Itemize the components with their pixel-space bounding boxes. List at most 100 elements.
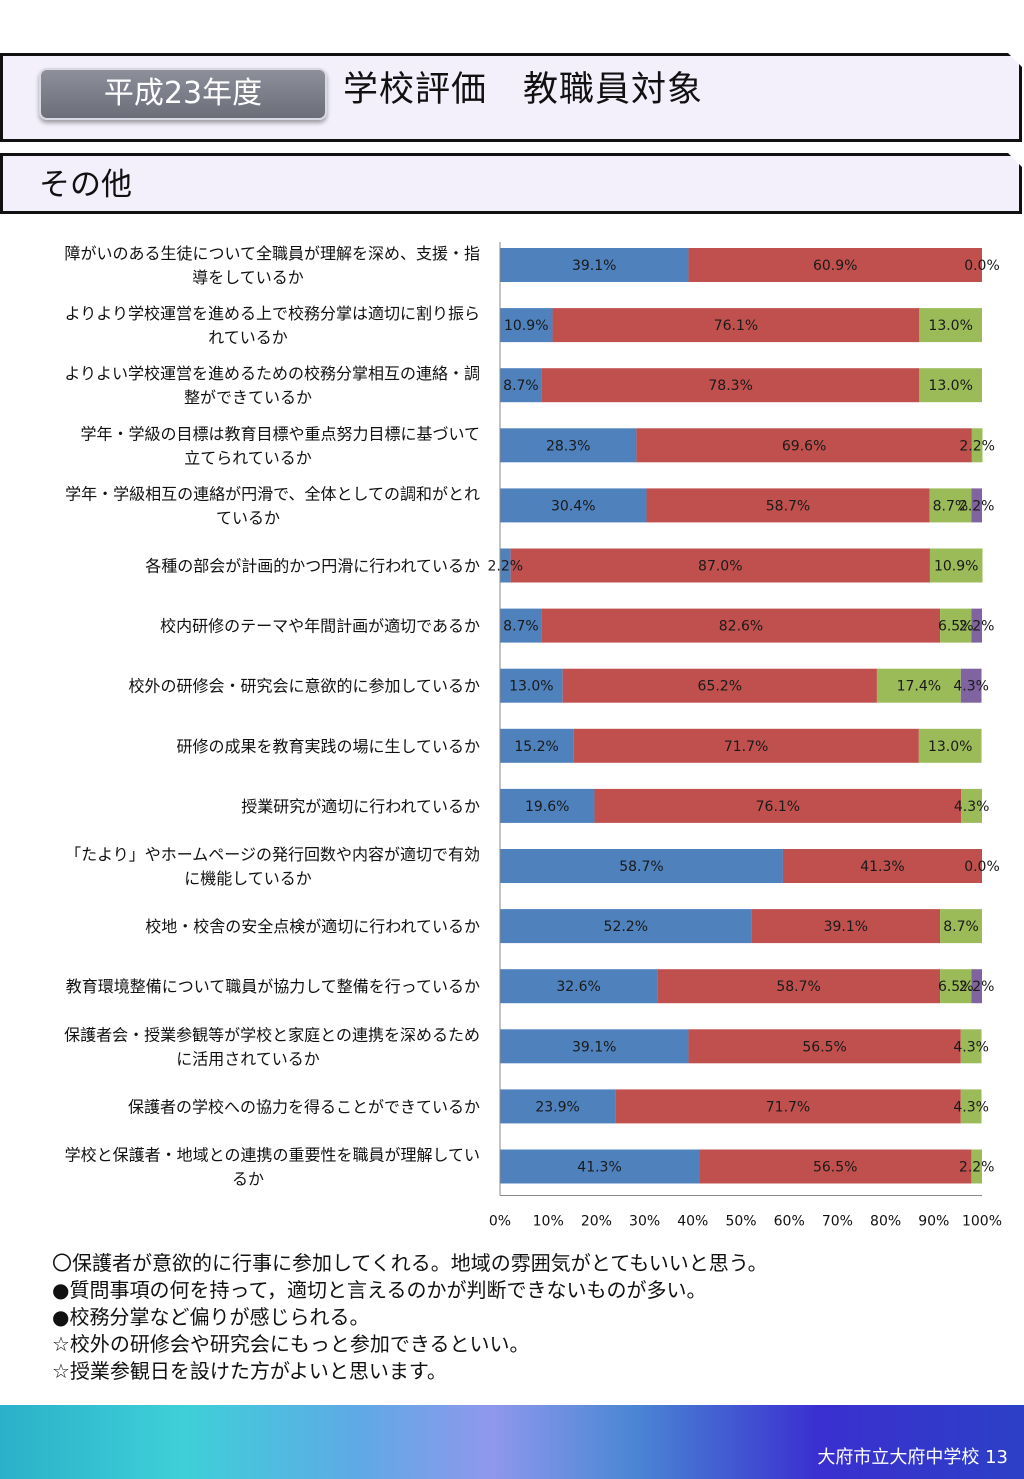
data-label: 13.0% bbox=[509, 679, 553, 695]
category-label: ているか bbox=[216, 508, 280, 527]
category-label: 授業研究が適切に行われているか bbox=[241, 797, 480, 816]
data-label: 10.9% bbox=[504, 318, 548, 334]
data-label: 58.7% bbox=[776, 979, 820, 995]
bar-segment bbox=[594, 788, 962, 823]
data-label: 41.3% bbox=[577, 1160, 621, 1176]
data-label: 10.9% bbox=[934, 559, 978, 575]
data-label: 76.1% bbox=[714, 318, 758, 334]
bar-segment bbox=[500, 909, 752, 944]
category-label: れているか bbox=[208, 328, 288, 347]
bar-segment bbox=[562, 668, 877, 703]
bar-segment bbox=[940, 909, 982, 944]
bar-segment bbox=[751, 909, 941, 944]
bar-segment bbox=[552, 308, 920, 343]
x-tick-label: 30% bbox=[629, 1214, 660, 1230]
category-label: 各種の部会が計画的かつ円滑に行われているか bbox=[145, 557, 480, 576]
bar-segment bbox=[541, 368, 920, 403]
data-label: 2.2% bbox=[959, 438, 995, 454]
data-label: 56.5% bbox=[802, 1039, 846, 1055]
category-label: に機能しているか bbox=[184, 869, 312, 888]
x-tick-label: 60% bbox=[774, 1214, 805, 1230]
data-label: 13.0% bbox=[928, 739, 972, 755]
data-label: 65.2% bbox=[698, 679, 742, 695]
category-label: 学校と保護者・地域との連携の重要性を職員が理解してい bbox=[65, 1146, 480, 1165]
data-label: 71.7% bbox=[766, 1099, 810, 1115]
data-label: 6.5% bbox=[938, 979, 974, 995]
bar-segment bbox=[636, 428, 972, 463]
section-banner: その他 bbox=[0, 153, 1022, 214]
bar-segment bbox=[940, 608, 972, 643]
banner-corner bbox=[1008, 53, 1022, 67]
data-label: 2.2% bbox=[959, 498, 995, 514]
category-label: 学年・学級相互の連絡が円滑で、全体としての調和がとれ bbox=[65, 484, 480, 503]
data-label: 87.0% bbox=[698, 559, 742, 575]
year-badge: 平成23年度 bbox=[39, 68, 327, 120]
bar-segment bbox=[971, 488, 982, 523]
data-label: 4.3% bbox=[953, 679, 989, 695]
x-tick-label: 100% bbox=[962, 1214, 1002, 1230]
data-label: 41.3% bbox=[860, 859, 904, 875]
category-label: に活用されているか bbox=[176, 1049, 320, 1068]
data-label: 19.6% bbox=[525, 799, 569, 815]
page-title: 学校評価 教職員対象 bbox=[343, 70, 704, 110]
bar-segment bbox=[500, 728, 574, 763]
bar-segment bbox=[960, 1029, 982, 1064]
data-label: 4.3% bbox=[953, 1039, 989, 1055]
bar-segment bbox=[960, 1089, 982, 1124]
bar-segment bbox=[500, 788, 595, 823]
bar-segment bbox=[919, 308, 982, 343]
data-label: 78.3% bbox=[708, 378, 752, 394]
comment-line: ●質問事項の何を持って，適切と言えるのかが判断できないものが多い。 bbox=[52, 1278, 707, 1302]
category-label: よりより学校運営を進める上で校務分掌は適切に割り振ら bbox=[65, 304, 480, 323]
bar-segment bbox=[573, 728, 919, 763]
bar-segment bbox=[500, 1089, 616, 1124]
bar-segment bbox=[782, 849, 982, 883]
data-label: 69.6% bbox=[782, 438, 826, 454]
bar-segment bbox=[500, 668, 563, 703]
bar-segment bbox=[688, 1029, 961, 1064]
bar-segment bbox=[500, 488, 647, 523]
data-label: 32.6% bbox=[556, 979, 600, 995]
comment-line: ☆授業参観日を設けた方がよいと思います。 bbox=[52, 1359, 447, 1383]
bar-segment bbox=[971, 428, 983, 463]
data-label: 30.4% bbox=[551, 498, 595, 514]
bar-segment bbox=[500, 368, 542, 403]
bar-segment bbox=[500, 608, 542, 643]
banner-corner bbox=[1008, 153, 1022, 167]
data-label: 8.7% bbox=[503, 378, 539, 394]
data-label: 2.2% bbox=[959, 1160, 995, 1176]
data-label: 23.9% bbox=[535, 1099, 579, 1115]
data-label: 56.5% bbox=[813, 1160, 857, 1176]
data-label: 8.7% bbox=[943, 919, 979, 935]
category-label: 整ができているか bbox=[184, 388, 312, 407]
data-label: 39.1% bbox=[824, 919, 868, 935]
data-label: 52.2% bbox=[604, 919, 648, 935]
x-tick-label: 50% bbox=[725, 1214, 756, 1230]
category-label: 保護者の学校への協力を得ることができているか bbox=[128, 1097, 480, 1116]
data-label: 17.4% bbox=[897, 679, 941, 695]
data-label: 2.2% bbox=[488, 559, 524, 575]
bar-segment bbox=[500, 849, 783, 883]
data-label: 2.2% bbox=[959, 979, 995, 995]
bar-segment bbox=[971, 608, 982, 643]
x-tick-label: 90% bbox=[918, 1214, 949, 1230]
data-label: 2.2% bbox=[959, 619, 995, 635]
bar-segment bbox=[960, 668, 982, 703]
data-label: 28.3% bbox=[546, 438, 590, 454]
bar-segment bbox=[876, 668, 961, 703]
data-label: 13.0% bbox=[928, 378, 972, 394]
data-label: 0.0% bbox=[964, 859, 1000, 875]
bar-segment bbox=[971, 969, 982, 1004]
data-label: 71.7% bbox=[724, 739, 768, 755]
category-label: るか bbox=[232, 1170, 264, 1189]
data-label: 58.7% bbox=[619, 859, 663, 875]
bar-segment bbox=[500, 1029, 689, 1064]
category-label: よりよい学校運営を進めるための校務分掌相互の連絡・調 bbox=[64, 364, 480, 383]
data-label: 8.7% bbox=[933, 498, 969, 514]
category-label: 校内研修のテーマや年間計画が適切であるか bbox=[160, 617, 480, 636]
bar-segment bbox=[615, 1089, 961, 1124]
data-label: 4.3% bbox=[953, 1099, 989, 1115]
bar-segment bbox=[500, 248, 689, 282]
category-label: 立てられているか bbox=[184, 448, 312, 467]
